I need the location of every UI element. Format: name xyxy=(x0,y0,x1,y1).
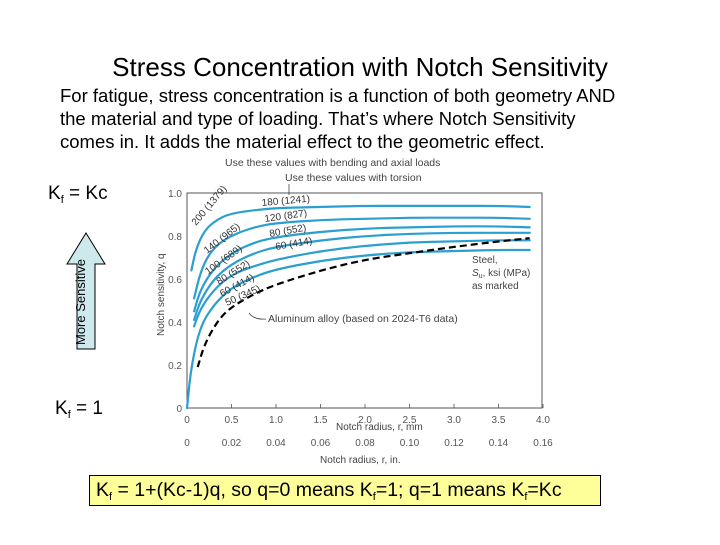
slide-title: Stress Concentration with Notch Sensitiv… xyxy=(112,52,608,82)
more-sensitive-arrow xyxy=(66,232,106,350)
plot-frame xyxy=(186,192,543,409)
x-axis-label-in: Notch radius, r, in. xyxy=(320,455,401,466)
x-tick-label: 3.5 xyxy=(492,415,506,426)
formula-subscript: f xyxy=(524,491,528,503)
x-secondary-tick-label: 0.02 xyxy=(222,438,242,449)
formula-text: K xyxy=(96,479,110,501)
up-arrow-icon xyxy=(66,232,106,350)
x-secondary-tick-label: 0.12 xyxy=(444,438,464,449)
x-tick-label: 1.5 xyxy=(314,415,328,426)
x-tick-label: 2.5 xyxy=(403,415,417,426)
torsion-curve-label: 180 (1241) xyxy=(261,194,310,209)
x-secondary-tick-label: 0.10 xyxy=(400,438,420,449)
steel-curve xyxy=(193,231,531,321)
y-axis-ticks: 0 0.2 0.4 0.6 0.8 1.0 xyxy=(168,189,182,415)
x-secondary-tick-label: 0.04 xyxy=(266,438,286,449)
y-tick-label: 0.6 xyxy=(168,275,182,286)
su-units: , ksi (MPa) xyxy=(483,268,531,279)
steel-curve xyxy=(185,248,531,410)
y-tick-label: 0 xyxy=(176,404,182,415)
intro-line: For fatigue, stress concentration is a f… xyxy=(60,85,616,106)
kf-value: = 1 xyxy=(70,398,103,419)
aluminum-leader-line xyxy=(248,312,267,320)
steel-curve xyxy=(193,239,531,328)
y-tick-label: 1.0 xyxy=(168,189,182,200)
kf-subscript: f xyxy=(60,194,64,206)
steel-legend-line2: Su, ksi (MPa) xyxy=(472,268,530,280)
y-tick-label: 0.8 xyxy=(168,232,182,243)
intro-line: the material and type of loading. That’s… xyxy=(60,108,576,129)
x-axis-secondary-ticks: 0 0.02 0.04 0.06 0.08 0.10 0.12 0.14 0.16 xyxy=(184,438,553,449)
x-axis-ticks: 0 0.5 1.0 1.5 2.0 2.5 3.0 3.5 4.0 xyxy=(184,404,550,426)
kf-subscript: f xyxy=(67,409,71,421)
steel-curve xyxy=(193,216,531,300)
x-tick-label: 0.5 xyxy=(225,415,239,426)
bending-annotation: Use these values with bending and axial … xyxy=(225,157,440,169)
x-axis-label-mm: Notch radius, r, mm xyxy=(336,422,423,433)
x-secondary-tick-label: 0.08 xyxy=(355,438,375,449)
x-secondary-tick-label: 0.16 xyxy=(533,438,553,449)
bending-curve-label: 200 (1379) xyxy=(190,184,230,228)
kf-formula-box: Kf = 1+(Kc-1)q, so q=0 means Kf=1; q=1 m… xyxy=(89,475,601,506)
y-tick-label: 0.4 xyxy=(168,318,182,329)
torsion-curve-label: 60 (414) xyxy=(275,236,314,253)
steel-curve xyxy=(193,225,531,313)
aluminum-curve xyxy=(196,237,530,368)
aluminum-annotation: Aluminum alloy (based on 2024-T6 data) xyxy=(268,313,458,325)
steel-legend-line1: Steel, xyxy=(472,255,498,266)
x-tick-label: 1.0 xyxy=(269,415,283,426)
curve-labels: 200 (1379) 180 (1241)140 (965)120 (827)10… xyxy=(190,184,313,309)
steel-legend-line3: as marked xyxy=(472,281,519,292)
formula-text: =1; q=1 means K xyxy=(375,479,525,501)
x-tick-label: 3.0 xyxy=(447,415,461,426)
intro-text: For fatigue, stress concentration is a f… xyxy=(60,84,700,153)
formula-text: =Kc xyxy=(527,479,562,501)
kf-symbol: K xyxy=(48,183,61,204)
torsion-annotation: Use these values with torsion xyxy=(285,172,422,184)
steel-curve xyxy=(190,204,531,272)
data-series xyxy=(185,204,531,410)
y-axis-label: Notch sensitivity, q xyxy=(156,253,167,336)
y-tick-label: 0.2 xyxy=(168,361,182,372)
su-subscript: u xyxy=(479,273,483,280)
x-secondary-tick-label: 0.14 xyxy=(489,438,509,449)
kf-equals-one-label: Kf = 1 xyxy=(55,398,103,421)
kf-value: = Kc xyxy=(63,183,108,204)
plot-border xyxy=(186,192,543,409)
x-secondary-tick-label: 0.06 xyxy=(311,438,331,449)
formula-text: = 1+(Kc-1)q, so q=0 means K xyxy=(112,479,373,501)
formula-subscript: f xyxy=(109,491,113,503)
x-tick-label: 0 xyxy=(184,415,190,426)
intro-line: comes in. It adds the material effect to… xyxy=(60,131,545,152)
x-tick-label: 4.0 xyxy=(536,415,550,426)
kf-symbol: K xyxy=(55,398,68,419)
formula-subscript: f xyxy=(372,491,376,503)
x-secondary-tick-label: 0 xyxy=(184,438,190,449)
su-symbol: S xyxy=(472,268,479,279)
kf-equals-kc-label: Kf = Kc xyxy=(48,183,108,206)
x-tick-label: 2.0 xyxy=(358,415,372,426)
